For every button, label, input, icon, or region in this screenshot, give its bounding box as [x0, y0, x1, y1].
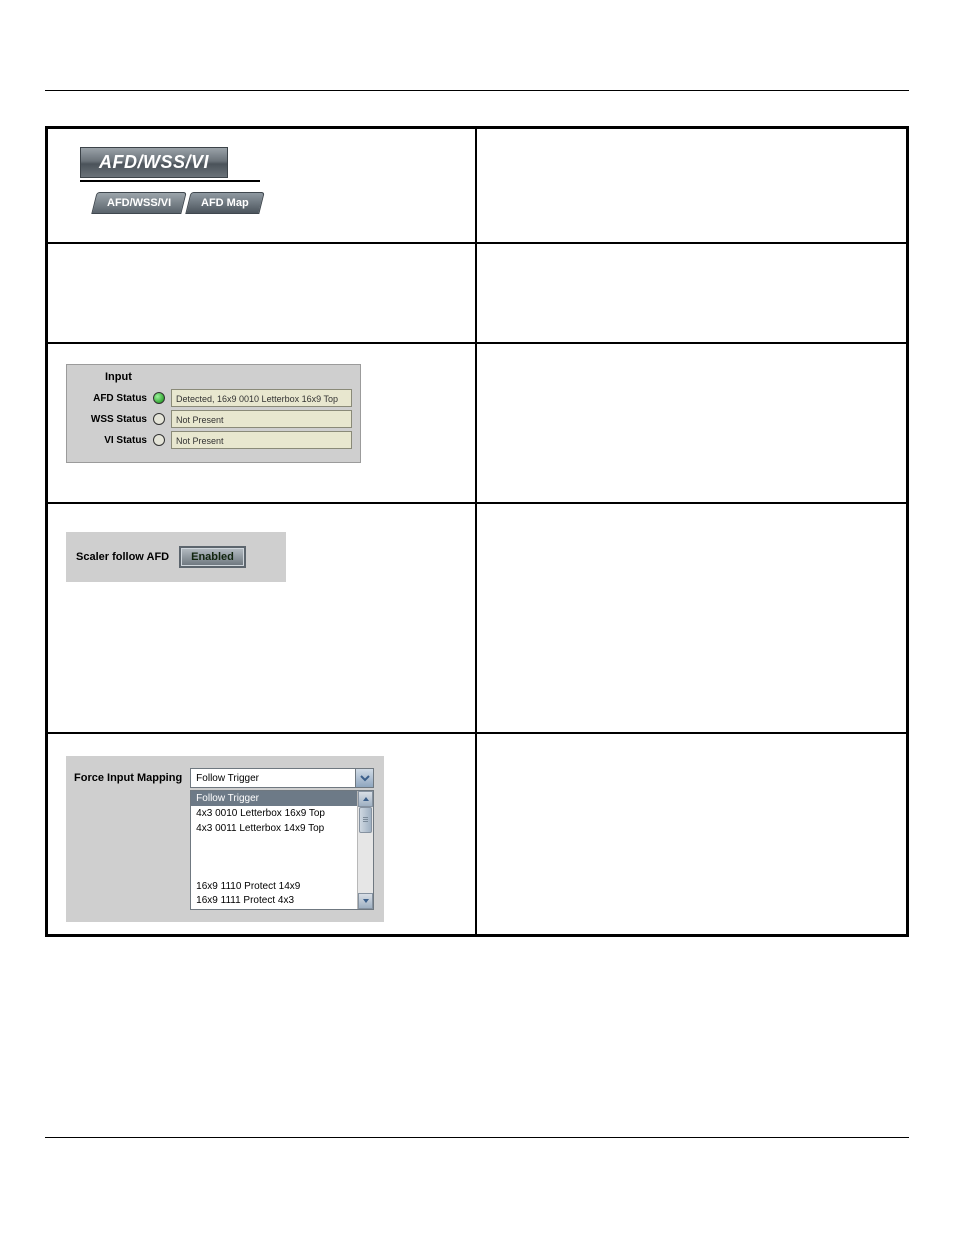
- scaler-toggle-button[interactable]: Enabled: [179, 546, 246, 568]
- dropdown-head[interactable]: Follow Trigger: [190, 768, 374, 788]
- row-scaler: Scaler follow AFD Enabled: [48, 504, 906, 734]
- outer-frame: AFD/WSS/VI AFD/WSS/VI AFD Map: [45, 126, 909, 937]
- force-mapping-right: [477, 734, 906, 934]
- dropdown-option[interactable]: Follow Trigger: [191, 791, 357, 806]
- force-mapping-cell: Force Input Mapping Follow Trigger Follo…: [48, 734, 477, 934]
- scroll-thumb[interactable]: [359, 807, 372, 833]
- input-status-cell: Input AFD Status Detected, 16x9 0010 Let…: [48, 344, 477, 502]
- tab-afd-wss-vi[interactable]: AFD/WSS/VI: [91, 192, 187, 214]
- scroll-down-icon[interactable]: [358, 893, 373, 909]
- wss-status-value: Not Present: [171, 410, 352, 428]
- status-row-afd: AFD Status Detected, 16x9 0010 Letterbox…: [75, 389, 352, 407]
- dropdown-option[interactable]: 4x3 0010 Letterbox 16x9 Top: [191, 806, 357, 821]
- header-title: AFD/WSS/VI: [99, 152, 209, 172]
- scaler-panel: Scaler follow AFD Enabled: [66, 532, 286, 582]
- led-green-icon: [153, 392, 165, 404]
- force-mapping-panel: Force Input Mapping Follow Trigger Follo…: [66, 756, 384, 922]
- row-blank: [48, 244, 906, 344]
- blank-right: [477, 244, 906, 342]
- top-rule: [45, 90, 909, 91]
- vi-status-value: Not Present: [171, 431, 352, 449]
- afd-status-value: Detected, 16x9 0010 Letterbox 16x9 Top: [171, 389, 352, 407]
- status-row-wss: WSS Status Not Present: [75, 410, 352, 428]
- input-panel: Input AFD Status Detected, 16x9 0010 Let…: [66, 364, 361, 463]
- tab-afd-map[interactable]: AFD Map: [185, 192, 264, 214]
- scrollbar[interactable]: [357, 791, 373, 909]
- dropdown-option[interactable]: 16x9 1111 Protect 4x3: [191, 893, 357, 908]
- led-off-icon: [153, 434, 165, 446]
- scaler-right: [477, 504, 906, 732]
- header-cell: AFD/WSS/VI AFD/WSS/VI AFD Map: [48, 129, 477, 242]
- led-off-icon: [153, 413, 165, 425]
- scaler-toggle-text: Enabled: [191, 551, 234, 563]
- row-force-mapping: Force Input Mapping Follow Trigger Follo…: [48, 734, 906, 934]
- header-right-cell: [477, 129, 906, 242]
- input-status-right: [477, 344, 906, 502]
- vi-status-label: VI Status: [75, 435, 147, 446]
- row-header: AFD/WSS/VI AFD/WSS/VI AFD Map: [48, 129, 906, 244]
- tab-strip: AFD/WSS/VI AFD Map: [94, 192, 457, 214]
- afd-status-label: AFD Status: [75, 393, 147, 404]
- dropdown-selected: Follow Trigger: [191, 773, 355, 784]
- dropdown-list: Follow Trigger 4x3 0010 Letterbox 16x9 T…: [190, 790, 374, 910]
- blank-left: [48, 244, 477, 342]
- chevron-down-icon[interactable]: [355, 769, 373, 787]
- scaler-label: Scaler follow AFD: [76, 551, 169, 563]
- force-mapping-label: Force Input Mapping: [74, 768, 182, 784]
- scaler-cell: Scaler follow AFD Enabled: [48, 504, 477, 732]
- force-mapping-dropdown: Follow Trigger Follow Trigger 4x3 0010 L…: [190, 768, 374, 910]
- header-badge: AFD/WSS/VI: [80, 147, 228, 178]
- scroll-track[interactable]: [358, 807, 373, 893]
- tab-label: AFD Map: [201, 197, 249, 209]
- wss-status-label: WSS Status: [75, 414, 147, 425]
- bottom-rule: [45, 1137, 909, 1138]
- status-row-vi: VI Status Not Present: [75, 431, 352, 449]
- tab-label: AFD/WSS/VI: [107, 197, 171, 209]
- row-input-status: Input AFD Status Detected, 16x9 0010 Let…: [48, 344, 906, 504]
- dropdown-option[interactable]: 4x3 0011 Letterbox 14x9 Top: [191, 821, 357, 836]
- input-legend: Input: [105, 371, 352, 383]
- header-underline: [80, 180, 260, 182]
- scroll-up-icon[interactable]: [358, 791, 373, 807]
- dropdown-option[interactable]: 16x9 1110 Protect 14x9: [191, 879, 357, 894]
